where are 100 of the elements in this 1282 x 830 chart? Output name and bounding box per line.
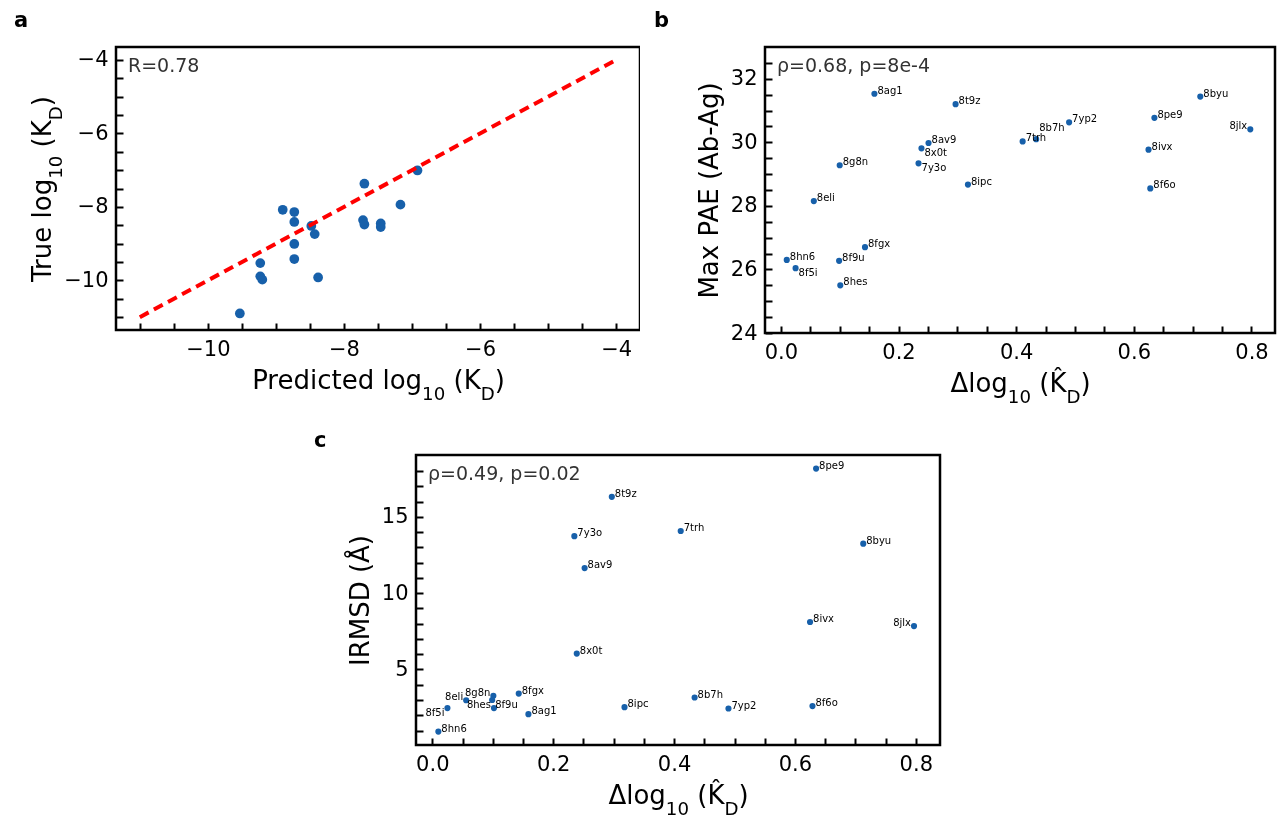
point: [871, 90, 878, 97]
point: [677, 527, 684, 535]
annotation: 8f5i: [798, 267, 818, 279]
point: [1197, 93, 1204, 100]
point: [860, 540, 867, 547]
x-tick-label: 0.8: [1235, 339, 1269, 364]
y-tick-label: 5: [395, 656, 409, 681]
chart-title: a: [14, 8, 29, 32]
annotation: 8g8n: [464, 686, 491, 698]
point: [952, 101, 959, 108]
point: [910, 623, 918, 630]
annotation: 7y3o: [577, 527, 603, 539]
x-tick-label: 0.4: [657, 751, 692, 776]
annotation: 8jlx: [893, 617, 912, 629]
annotation: 7yp2: [731, 699, 757, 711]
y-tick-label: −6: [77, 120, 109, 145]
annotation: 7trh: [683, 522, 705, 534]
y-tick-label: −10: [64, 267, 109, 292]
point: [918, 145, 925, 152]
chart-title: c: [314, 428, 327, 452]
point: [395, 199, 406, 210]
x-tick-label: −4: [601, 336, 633, 361]
annotation: 8hes: [466, 699, 491, 711]
y-tick-label: 32: [730, 66, 758, 91]
point: [277, 204, 288, 215]
y-tick-label: 26: [730, 256, 758, 281]
point: [792, 265, 799, 272]
x-tick-label: 0.6: [778, 751, 813, 776]
annotation: 8b7h: [1039, 122, 1065, 134]
annotation: 8ivx: [813, 612, 835, 624]
y-tick-label: 30: [730, 129, 758, 154]
y-tick-label: 24: [730, 320, 758, 345]
point: [783, 256, 790, 263]
annotation: 8hn6: [789, 250, 816, 262]
point: [836, 162, 843, 169]
y-tick-label: −8: [77, 194, 109, 219]
annotation: 8hes: [843, 276, 868, 288]
point: [435, 728, 442, 735]
y-tick-label: −4: [77, 47, 109, 72]
annotation: 8hn6: [441, 722, 467, 734]
point: [255, 258, 266, 268]
annotation: 8av9: [587, 559, 613, 571]
point: [313, 272, 323, 283]
point: [925, 139, 932, 147]
annotation: 8t9z: [614, 487, 637, 499]
point: [525, 711, 532, 718]
point: [836, 257, 843, 264]
annotation: 8pe9: [1157, 108, 1183, 120]
x-axis-title: Predicted log$_{10}$ (K$_{D}$): [252, 364, 505, 403]
annotation: 8byu: [1203, 87, 1229, 99]
annotation: 8f6o: [815, 697, 838, 709]
point: [309, 229, 320, 239]
y-tick-label: 15: [381, 504, 409, 529]
annotation: 7y3o: [921, 162, 947, 174]
x-tick-label: 0.8: [899, 751, 934, 776]
point: [809, 703, 816, 710]
point: [571, 533, 578, 540]
point: [359, 178, 370, 189]
point: [837, 282, 844, 289]
annotation: 8b7h: [697, 688, 724, 700]
annotation: 8x0t: [579, 644, 603, 656]
point: [289, 239, 300, 249]
annotation: 8ipc: [970, 175, 992, 187]
annotation: 8t9z: [958, 95, 981, 107]
annotation: 8byu: [866, 534, 892, 546]
y-tick-label: 28: [730, 193, 758, 218]
x-tick-label: 0.6: [1117, 339, 1152, 364]
annotation: 8x0t: [924, 147, 948, 159]
point: [444, 704, 451, 712]
annotation: 8eli: [816, 192, 835, 204]
x-tick-label: 0.0: [416, 751, 450, 776]
x-tick-label: 0.2: [882, 339, 916, 364]
x-tick-label: −8: [328, 336, 360, 361]
x-tick-label: −10: [186, 336, 231, 361]
x-axis-title: Δlog$_{10}$ (K̂$_{D}$): [950, 366, 1091, 406]
x-tick-label: 0.0: [764, 339, 799, 364]
point: [581, 565, 588, 572]
annotation: 8f6o: [1153, 179, 1176, 191]
point: [861, 244, 869, 251]
y-axis-title: IRMSD (Å): [343, 534, 375, 667]
annotation: 8eli: [445, 691, 464, 703]
annotation: ρ=0.68, p=8e-4: [777, 54, 931, 76]
point: [915, 160, 922, 167]
annotation: 8ipc: [627, 698, 649, 710]
point: [691, 694, 698, 701]
point: [359, 219, 370, 230]
chart-title: b: [654, 8, 670, 32]
annotation: 7trh: [1025, 132, 1047, 144]
point: [1247, 126, 1254, 133]
x-tick-label: −6: [465, 336, 497, 361]
annotation: 8fgx: [868, 238, 891, 250]
annotation: 8av9: [931, 133, 957, 145]
y-tick-label: 10: [381, 580, 409, 605]
y-axis-title: Max PAE (Ab-Ag): [693, 82, 724, 299]
point: [810, 198, 817, 205]
point: [1151, 114, 1158, 121]
annotation: 8fgx: [521, 684, 544, 696]
point: [1147, 185, 1154, 192]
annotation: 7yp2: [1072, 113, 1098, 125]
point: [573, 650, 580, 657]
